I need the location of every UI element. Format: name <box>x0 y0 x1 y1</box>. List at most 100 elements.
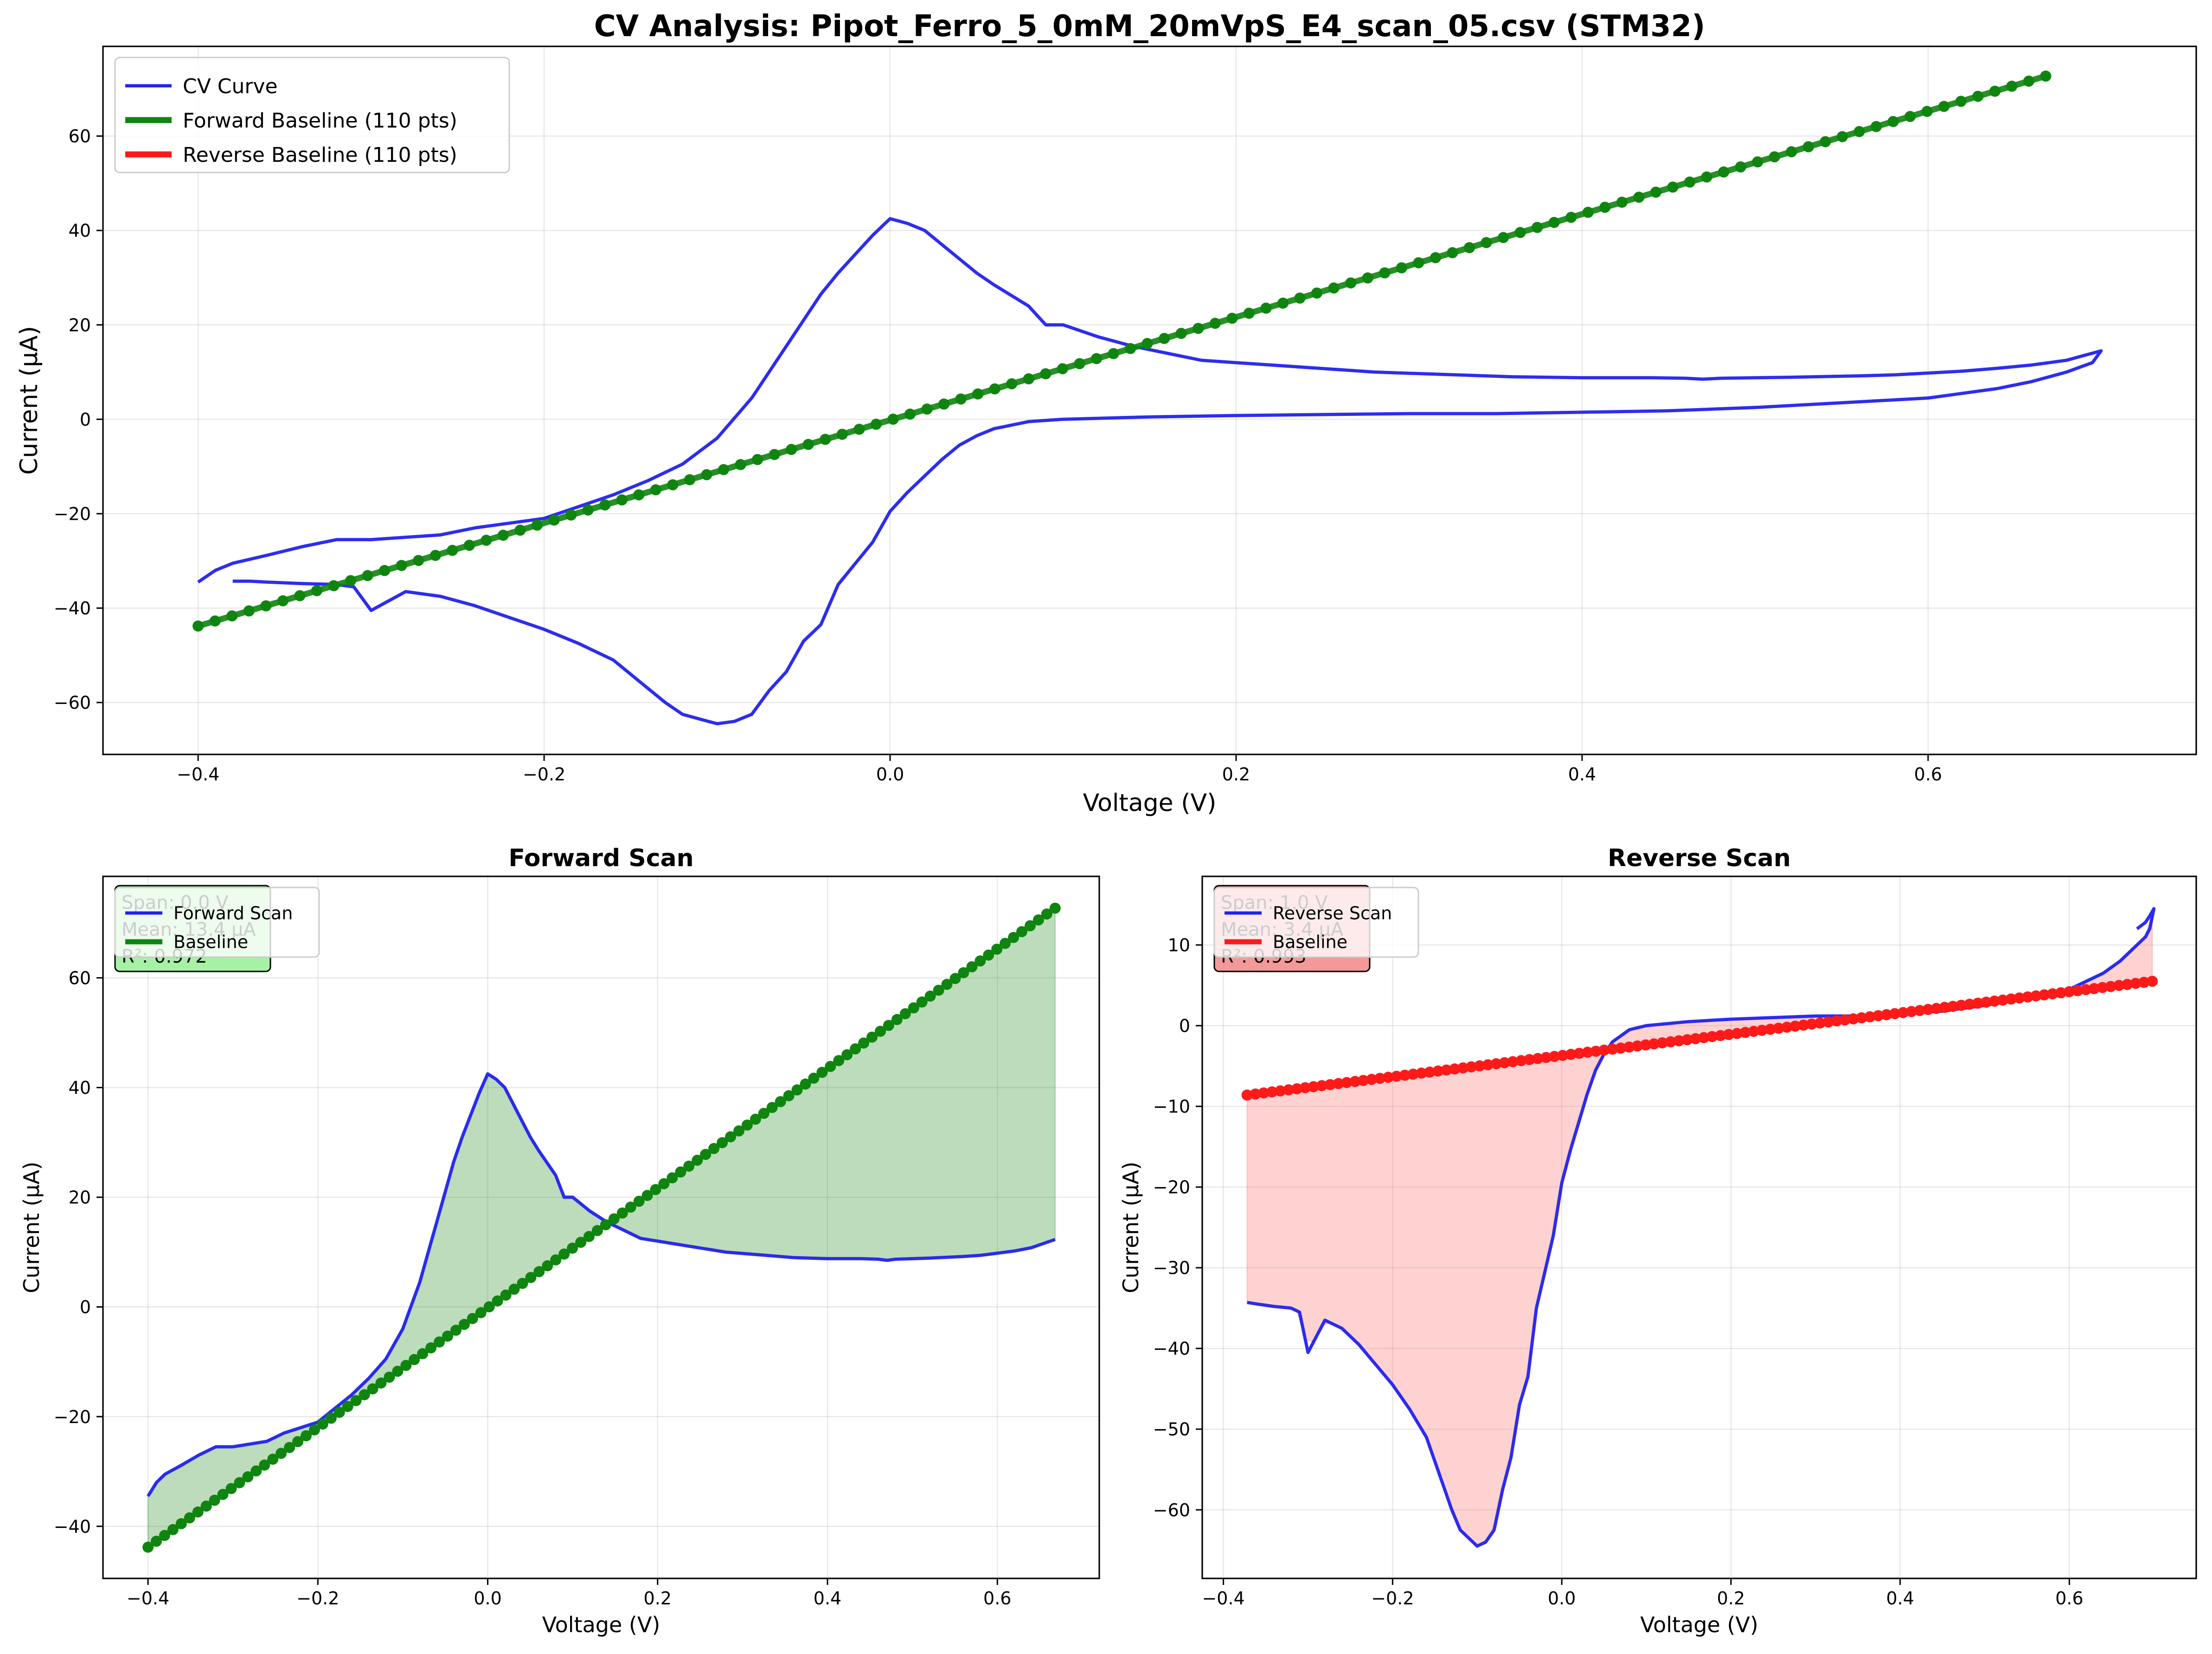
baseline-point <box>2039 989 2050 1001</box>
baseline-point <box>2023 76 2034 87</box>
baseline-point <box>1847 1013 1859 1025</box>
baseline-point <box>2040 70 2052 82</box>
baseline-point <box>184 1512 195 1524</box>
baseline-point <box>1532 222 1543 233</box>
baseline-point <box>1889 1008 1901 1019</box>
baseline-point <box>684 474 695 485</box>
baseline-point <box>1294 292 1306 304</box>
baseline-point <box>1938 101 1950 112</box>
baseline-point <box>1316 1080 1327 1092</box>
baseline-point <box>1250 1088 1261 1100</box>
baseline-point <box>151 1535 162 1547</box>
baseline-point <box>359 1389 370 1400</box>
baseline-point <box>887 414 899 425</box>
y-axis-label: Current (μA) <box>19 1162 44 1293</box>
baseline-point <box>989 383 1000 395</box>
baseline-point <box>633 1195 645 1207</box>
baseline-point <box>1723 1029 1735 1040</box>
x-tick-label: 0.4 <box>814 1588 841 1609</box>
baseline-point <box>317 1418 328 1430</box>
baseline-point <box>209 1494 220 1506</box>
legend-box <box>114 57 510 173</box>
baseline-point <box>384 1372 395 1383</box>
baseline-point <box>850 1043 861 1054</box>
baseline-point <box>1739 1027 1751 1038</box>
baseline-point <box>733 1125 744 1137</box>
baseline-point <box>616 1207 628 1219</box>
baseline-point <box>1283 1084 1295 1096</box>
baseline-point <box>2130 977 2141 989</box>
baseline-point <box>1904 111 1916 122</box>
baseline-point <box>658 1178 670 1189</box>
baseline-point <box>692 1155 703 1166</box>
baseline-point <box>1820 136 1831 147</box>
baseline-point <box>600 1219 611 1231</box>
baseline-point <box>718 464 729 475</box>
baseline-point <box>908 1002 919 1014</box>
baseline-point <box>277 595 289 607</box>
baseline-point <box>1413 257 1424 268</box>
y-tick-label: 0 <box>80 1297 91 1317</box>
baseline-point <box>345 575 356 587</box>
baseline-point <box>870 418 882 430</box>
baseline-point <box>1549 1051 1560 1062</box>
baseline-point <box>1565 211 1577 223</box>
baseline-point <box>276 1448 287 1459</box>
baseline-point <box>1786 146 1797 158</box>
baseline-point <box>591 1225 603 1236</box>
baseline-point <box>1701 171 1712 183</box>
baseline-point <box>1424 1066 1436 1078</box>
baseline-point <box>2006 80 2018 92</box>
baseline-point <box>2113 980 2125 991</box>
baseline-point <box>301 1430 312 1442</box>
baseline-point <box>1839 1014 1851 1026</box>
reverse-scan-chart: −0.4 −0.2 0.0 0.2 0.4 0.6 −60 −50 −40 −30 −20 −10 0 1… <box>1118 844 2197 1637</box>
baseline-point <box>575 1237 587 1248</box>
baseline-point <box>683 1160 695 1172</box>
legend-label: Reverse Scan <box>1273 903 1392 924</box>
baseline-point <box>2047 988 2058 1000</box>
axes-frame <box>102 45 2197 755</box>
baseline-point <box>833 1055 845 1066</box>
baseline-point <box>650 1184 661 1195</box>
baseline-point <box>1616 197 1628 208</box>
baseline-point <box>1362 272 1373 284</box>
baseline-point <box>1474 1060 1485 1072</box>
baseline-point <box>1175 328 1187 339</box>
baseline-point <box>2055 987 2067 998</box>
baseline-point <box>234 1477 245 1488</box>
y-tick-label: −20 <box>54 504 91 524</box>
baseline-point <box>1366 1073 1378 1085</box>
baseline-point <box>250 1465 262 1477</box>
baseline-point <box>550 1254 562 1266</box>
baseline-point <box>775 1096 786 1107</box>
baseline-point <box>1673 1035 1685 1047</box>
baseline-point <box>717 1137 728 1149</box>
baseline-point <box>904 409 916 420</box>
baseline-point <box>1582 1047 1593 1058</box>
baseline-point <box>413 555 424 566</box>
baseline-point <box>167 1524 179 1535</box>
baseline-point <box>1407 1068 1419 1080</box>
baseline-point <box>1706 1031 1718 1042</box>
baseline-point <box>1396 262 1407 274</box>
baseline-point <box>1091 353 1102 364</box>
baseline-point <box>1997 994 2008 1006</box>
baseline-point <box>463 540 475 551</box>
baseline-point <box>217 1488 229 1500</box>
baseline-point <box>1806 1018 1818 1030</box>
baseline-point <box>565 509 577 521</box>
y-axis-label: Current (μA) <box>15 326 43 475</box>
baseline-point <box>400 1360 412 1371</box>
baseline-point <box>2030 990 2042 1002</box>
baseline-point <box>1275 1085 1286 1097</box>
y-tick-label: 10 <box>1168 935 1190 956</box>
baseline-point <box>517 1277 528 1289</box>
baseline-point <box>791 1084 803 1096</box>
baseline-point <box>1374 1073 1386 1084</box>
baseline-point <box>492 1295 503 1307</box>
baseline-point <box>533 1266 545 1277</box>
baseline-point <box>1748 1026 1759 1037</box>
baseline-point <box>1640 1039 1651 1051</box>
baseline-point <box>700 1149 712 1160</box>
